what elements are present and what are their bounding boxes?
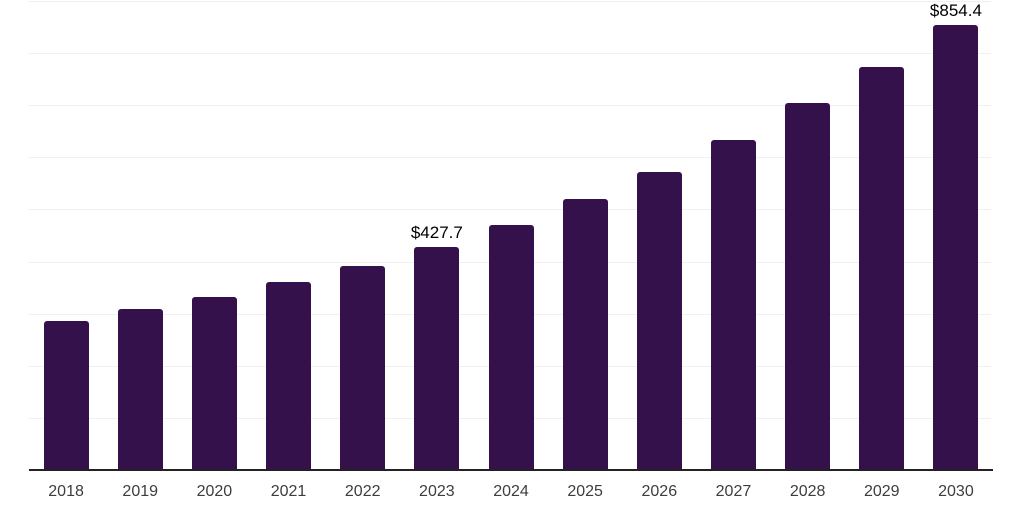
- x-axis-label-2024: 2024: [493, 483, 529, 500]
- gridline: [29, 157, 991, 159]
- bar-2025: [562, 198, 608, 470]
- x-axis-label-2018: 2018: [48, 483, 84, 500]
- plot-area: $427.7 $854.4: [29, 0, 993, 470]
- x-axis-label-2027: 2027: [715, 483, 752, 500]
- bar-2018: [43, 320, 89, 470]
- bar-value-label-2023: $427.7: [410, 223, 463, 243]
- bar-2021: [266, 281, 312, 470]
- x-axis-label-2020: 2020: [196, 483, 233, 500]
- x-axis-label-2021: 2021: [270, 483, 307, 500]
- bar-2022: [340, 265, 386, 470]
- x-axis-label-2019: 2019: [122, 483, 159, 500]
- bar-2028: [785, 102, 831, 470]
- bar-value-label-2030: $854.4: [929, 0, 982, 20]
- bar-2019: [117, 308, 163, 470]
- x-axis-label-2029: 2029: [863, 483, 900, 500]
- gridline: [29, 209, 991, 211]
- x-axis-label-2030: 2030: [938, 483, 974, 500]
- bar-2029: [859, 66, 905, 470]
- bar-2030: [933, 24, 979, 470]
- x-axis-line: [29, 469, 993, 471]
- x-axis-label-2022: 2022: [344, 483, 381, 500]
- bar-2026: [636, 171, 682, 470]
- gridline: [29, 53, 991, 55]
- bar-2023: [414, 247, 460, 470]
- gridline: [29, 1, 991, 2]
- x-axis-label-2026: 2026: [641, 483, 678, 500]
- x-axis-label-2028: 2028: [789, 483, 826, 500]
- x-axis-label-2025: 2025: [567, 483, 603, 500]
- bar-2020: [191, 296, 237, 470]
- bar-2024: [488, 224, 534, 470]
- bar-2027: [710, 139, 756, 470]
- gridline: [29, 105, 991, 107]
- x-axis: 2018 2019 2020 2021 2022 2023 2024 2025 2026 2027…: [29, 482, 993, 504]
- x-axis-label-2023: 2023: [419, 483, 455, 500]
